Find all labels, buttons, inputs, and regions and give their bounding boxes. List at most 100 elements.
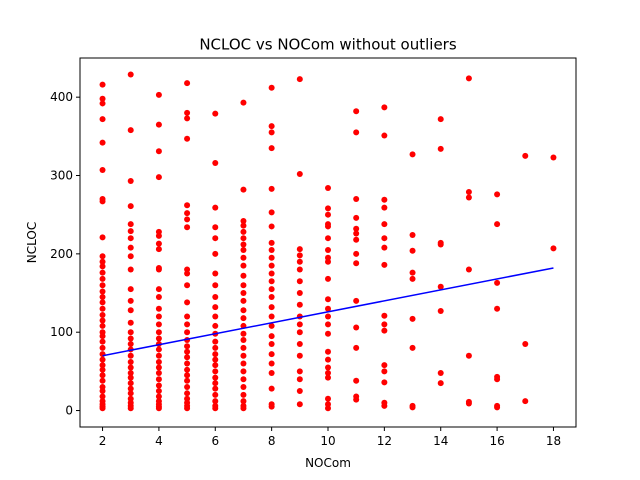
data-point <box>325 348 331 355</box>
data-point <box>155 369 162 376</box>
x-tick-label: 18 <box>546 434 561 448</box>
data-point <box>240 272 247 279</box>
data-point <box>296 340 303 347</box>
data-point <box>240 337 247 344</box>
data-point <box>296 170 303 177</box>
data-point <box>99 333 106 340</box>
data-point <box>184 109 191 116</box>
data-point <box>127 335 134 342</box>
data-point <box>212 159 219 166</box>
data-point <box>127 374 134 381</box>
data-point <box>99 269 106 276</box>
data-point <box>437 369 444 376</box>
data-point <box>296 387 303 394</box>
data-point <box>127 253 134 260</box>
data-point <box>268 129 275 136</box>
x-tick-label: 14 <box>433 434 448 448</box>
data-point <box>99 344 106 351</box>
data-point <box>268 246 275 253</box>
data-point <box>127 244 134 251</box>
data-point <box>155 358 162 365</box>
data-point <box>268 123 275 130</box>
data-point <box>494 191 501 198</box>
data-point <box>155 174 162 181</box>
data-point <box>127 319 134 326</box>
data-point <box>127 307 134 314</box>
data-point <box>127 178 134 184</box>
data-point <box>99 116 106 123</box>
data-point <box>409 404 416 411</box>
data-point <box>212 362 219 369</box>
data-point <box>268 360 275 367</box>
data-point <box>240 290 247 297</box>
data-point <box>325 374 331 381</box>
data-point <box>184 360 191 367</box>
data-point <box>240 282 247 289</box>
data-point <box>212 110 219 117</box>
data-point <box>127 340 134 347</box>
data-point <box>99 372 106 379</box>
data-point <box>465 75 472 82</box>
data-point <box>325 296 331 303</box>
data-point <box>155 313 162 320</box>
data-point <box>184 115 191 122</box>
data-point <box>240 246 247 253</box>
data-point <box>155 121 162 128</box>
data-point <box>212 405 219 412</box>
data-point <box>325 246 331 253</box>
data-point <box>127 127 134 134</box>
data-point <box>127 235 134 242</box>
data-point <box>184 384 191 391</box>
data-point <box>325 356 331 363</box>
data-point <box>127 297 134 304</box>
x-tick-label: 2 <box>99 434 107 448</box>
data-point <box>268 239 275 246</box>
data-point <box>550 154 557 161</box>
data-point <box>409 247 416 254</box>
data-point <box>212 313 219 320</box>
data-point <box>353 108 360 115</box>
data-point <box>240 307 247 314</box>
data-point <box>184 282 191 289</box>
data-point <box>212 204 219 211</box>
data-point <box>184 390 191 397</box>
data-point <box>325 223 331 230</box>
data-point <box>494 279 501 286</box>
data-point <box>184 224 191 231</box>
data-point <box>127 352 134 359</box>
data-point <box>268 385 275 392</box>
data-point <box>240 254 247 261</box>
data-point <box>184 216 191 223</box>
data-point <box>381 221 388 228</box>
data-point <box>381 244 388 251</box>
data-point <box>437 145 444 152</box>
data-point <box>240 376 247 383</box>
data-point <box>494 221 501 228</box>
data-point <box>155 393 162 400</box>
data-point <box>240 241 247 248</box>
chart-title: NCLOC vs NOCom without outliers <box>199 36 457 54</box>
data-point <box>325 305 331 312</box>
data-point <box>353 214 360 221</box>
data-point <box>465 266 472 273</box>
data-point <box>99 299 106 306</box>
data-point <box>325 211 331 218</box>
data-point <box>155 405 162 412</box>
data-point <box>381 235 388 242</box>
data-point <box>353 129 360 136</box>
data-point <box>437 380 444 387</box>
data-point <box>268 340 275 347</box>
data-point <box>268 145 275 152</box>
data-point <box>409 269 416 276</box>
data-point <box>268 223 275 230</box>
data-point <box>353 225 360 232</box>
data-point <box>240 315 247 322</box>
data-point <box>99 100 106 107</box>
data-point <box>268 209 275 216</box>
y-tick-label: 100 <box>50 325 73 339</box>
data-point <box>99 167 106 174</box>
data-point <box>381 261 388 268</box>
data-point <box>381 379 388 386</box>
data-point <box>212 398 219 405</box>
trend-line-layer <box>102 267 554 357</box>
